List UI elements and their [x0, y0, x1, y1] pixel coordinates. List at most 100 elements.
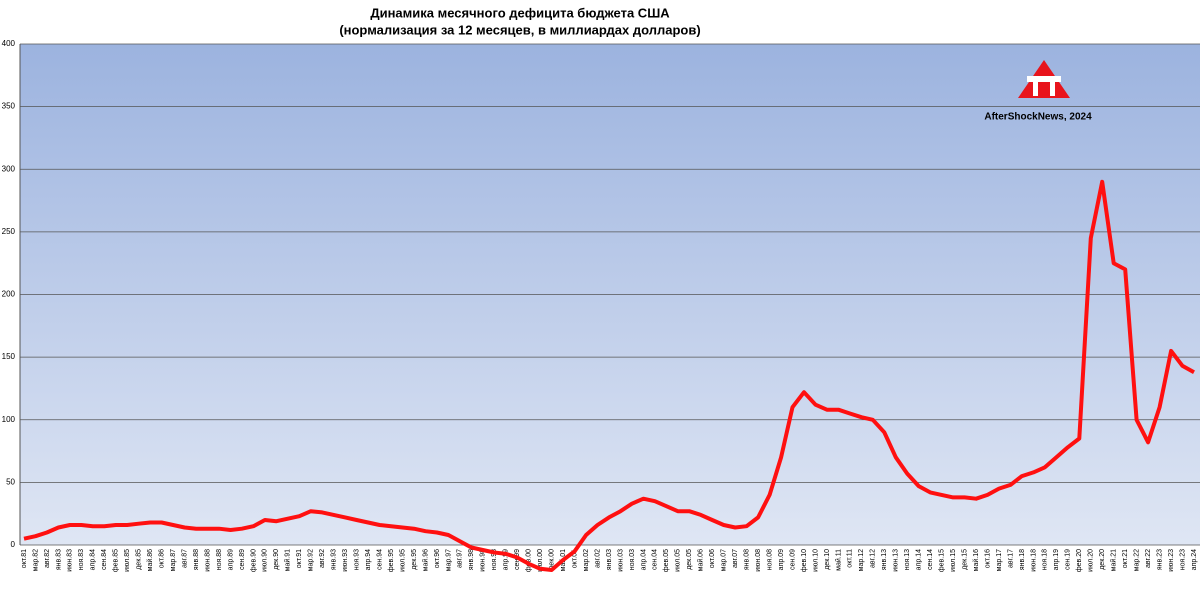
x-tick-label: авг.17 [1007, 549, 1014, 568]
x-tick-label: апр.24 [1191, 549, 1198, 570]
x-tick-label: май.86 [146, 549, 154, 571]
x-tick-label: ноя.93 [353, 549, 360, 570]
x-tick-label: дек.90 [273, 549, 280, 570]
x-tick-label: дек.10 [824, 549, 831, 570]
x-tick-label: июн.88 [204, 549, 211, 572]
y-tick-label: 200 [2, 290, 16, 299]
x-tick-label: янв.13 [881, 549, 888, 570]
x-tick-label: сен.09 [789, 549, 796, 570]
x-tick-label: фев.15 [938, 549, 945, 572]
x-tick-label: окт.21 [1122, 549, 1129, 568]
x-tick-label: ноя.23 [1179, 549, 1186, 570]
x-tick-label: июн.18 [1030, 549, 1037, 572]
x-tick-label: мар.07 [721, 549, 728, 571]
x-tick-label: июн.08 [755, 549, 762, 572]
x-tick-label: сен.89 [239, 549, 246, 570]
x-tick-label: авг.02 [594, 549, 601, 568]
x-tick-label: июл.90 [262, 549, 269, 572]
x-tick-label: ноя.88 [216, 549, 223, 570]
x-tick-label: авг.12 [870, 549, 877, 568]
x-tick-label: мар.82 [32, 549, 39, 571]
x-tick-label: фев.20 [1076, 549, 1083, 572]
x-tick-label: сен.04 [652, 549, 659, 570]
y-tick-label: 100 [2, 415, 16, 424]
x-tick-label: апр.94 [365, 549, 372, 570]
x-tick-label: авг.82 [44, 549, 51, 568]
chart-title: Динамика месячного дефицита бюджета США [370, 5, 670, 20]
x-tick-label: авг.92 [319, 549, 326, 568]
x-tick-label: окт.86 [158, 549, 165, 568]
chart-subtitle: (нормализация за 12 месяцев, в миллиарда… [339, 22, 700, 37]
x-tick-label: апр.99 [503, 549, 510, 570]
logo [1018, 60, 1070, 98]
x-tick-label: июл.95 [399, 549, 406, 572]
x-tick-label: май.91 [284, 549, 292, 571]
x-tick-label: янв.03 [606, 549, 613, 570]
x-tick-label: дек.00 [548, 549, 555, 570]
x-tick-label: мар.97 [445, 549, 452, 571]
x-tick-label: ноя.98 [491, 549, 498, 570]
x-tick-label: май.11 [834, 549, 842, 571]
x-tick-label: ноя.18 [1042, 549, 1049, 570]
x-tick-label: янв.18 [1019, 549, 1026, 570]
x-tick-label: май.06 [697, 549, 705, 571]
x-tick-label: фев.10 [801, 549, 808, 572]
x-tick-label: окт.06 [709, 549, 716, 568]
x-tick-label: дек.15 [961, 549, 968, 570]
y-tick-label: 350 [2, 102, 16, 111]
x-tick-label: мар.17 [996, 549, 1003, 571]
x-tick-label: фев.95 [388, 549, 395, 572]
y-tick-label: 250 [2, 227, 16, 236]
x-tick-label: мар.22 [1133, 549, 1140, 571]
x-tick-label: июл.20 [1088, 549, 1095, 572]
x-tick-label: фев.05 [663, 549, 670, 572]
y-tick-label: 150 [2, 352, 16, 361]
x-tick-label: май.16 [972, 549, 980, 571]
x-tick-label: фев.00 [526, 549, 533, 572]
x-tick-label: фев.90 [250, 549, 257, 572]
x-tick-label: июн.13 [893, 549, 900, 572]
x-tick-label: окт.96 [434, 549, 441, 568]
x-tick-label: июн.03 [617, 549, 624, 572]
x-tick-label: июн.83 [67, 549, 74, 572]
x-tick-label: июл.15 [950, 549, 957, 572]
x-tick-label: янв.23 [1156, 549, 1163, 570]
x-tick-label: апр.84 [90, 549, 97, 570]
x-tick-label: июн.93 [342, 549, 349, 572]
x-tick-label: мар.92 [308, 549, 315, 571]
x-tick-label: окт.16 [984, 549, 991, 568]
x-tick-label: ноя.83 [78, 549, 85, 570]
x-tick-label: ноя.03 [629, 549, 636, 570]
x-tick-label: июн.98 [480, 549, 487, 572]
x-tick-label: дек.85 [136, 549, 143, 570]
x-tick-label: янв.88 [193, 549, 200, 570]
x-tick-label: окт.11 [847, 549, 854, 568]
y-tick-label: 400 [2, 39, 16, 48]
x-tick-label: авг.97 [457, 549, 464, 568]
y-tick-label: 50 [6, 477, 15, 486]
x-tick-label: окт.81 [21, 549, 28, 568]
y-tick-label: 300 [2, 164, 16, 173]
x-tick-label: янв.98 [468, 549, 475, 570]
x-tick-label: июл.00 [537, 549, 544, 572]
x-tick-label: июл.85 [124, 549, 131, 572]
x-tick-label: сен.19 [1065, 549, 1072, 570]
x-tick-label: апр.09 [778, 549, 785, 570]
x-tick-label: авг.07 [732, 549, 739, 568]
x-tick-label: апр.04 [640, 549, 647, 570]
x-tick-label: фев.85 [113, 549, 120, 572]
x-tick-label: июл.10 [812, 549, 819, 572]
x-tick-label: авг.22 [1145, 549, 1152, 568]
x-tick-label: мар.12 [858, 549, 865, 571]
x-tick-label: апр.14 [916, 549, 923, 570]
x-tick-label: мар.02 [583, 549, 590, 571]
x-tick-label: окт.01 [571, 549, 578, 568]
x-tick-label: апр.89 [227, 549, 234, 570]
x-tick-label: янв.08 [743, 549, 750, 570]
x-tick-label: ноя.13 [904, 549, 911, 570]
x-tick-label: апр.19 [1053, 549, 1060, 570]
x-tick-label: окт.91 [296, 549, 303, 568]
x-tick-label: авг.87 [181, 549, 188, 568]
x-tick-label: янв.83 [55, 549, 62, 570]
